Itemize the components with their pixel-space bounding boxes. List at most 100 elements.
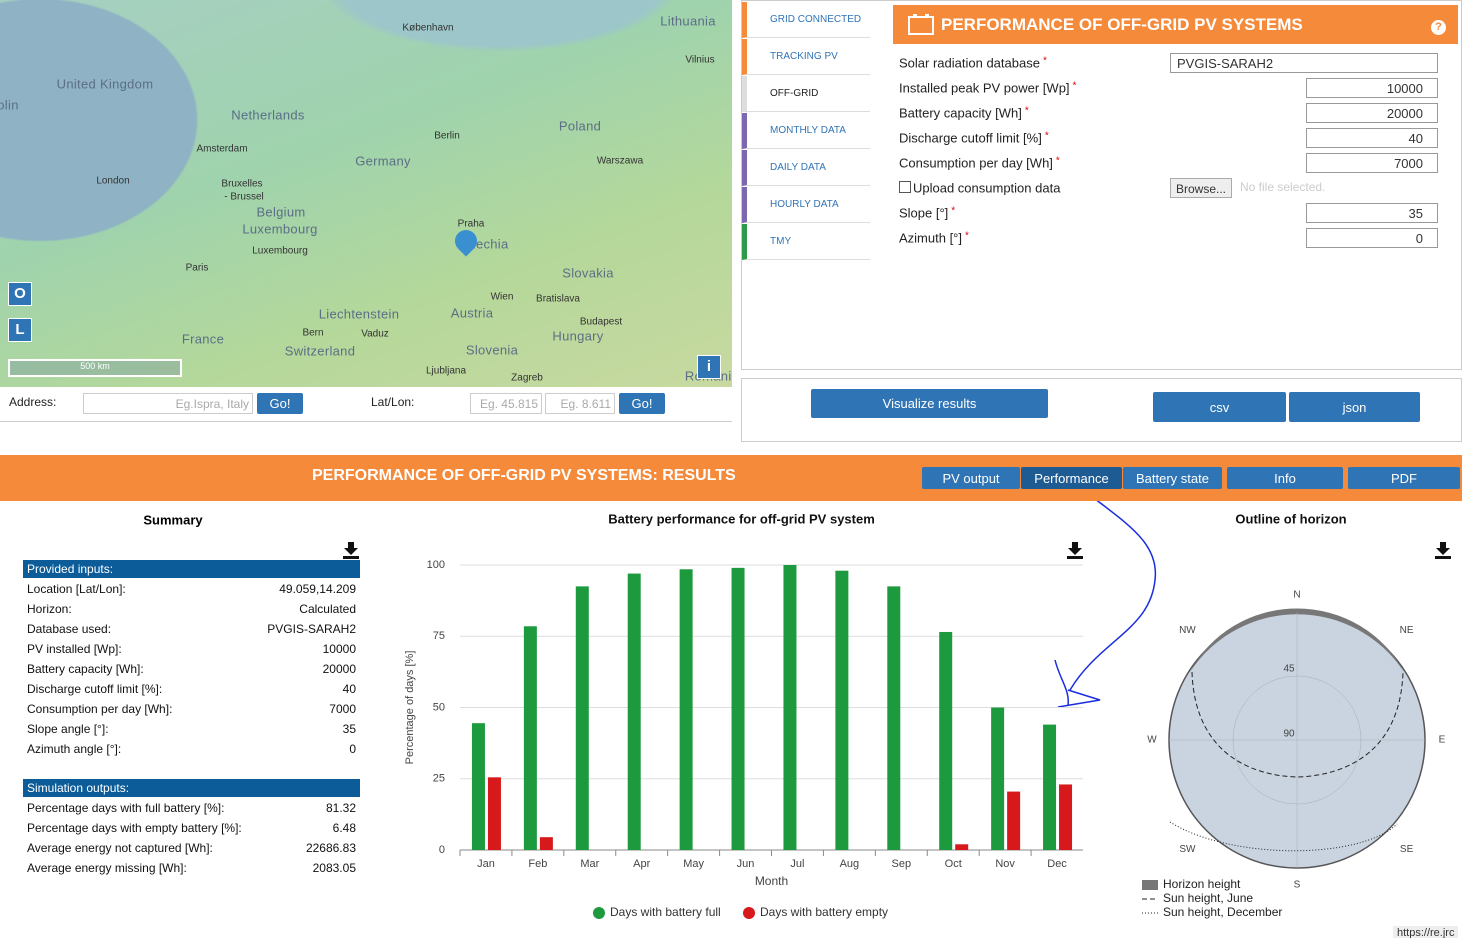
download-icon[interactable] — [1067, 542, 1083, 559]
select[interactable]: PVGIS-SARAH2 — [1170, 53, 1438, 73]
results-tab[interactable]: Performance — [1021, 467, 1122, 489]
y-tick-label: 50 — [433, 701, 445, 713]
map-label: Liechtenstein — [318, 306, 400, 322]
number-input[interactable]: 20000 — [1306, 103, 1438, 123]
tab[interactable]: HOURLY DATA — [742, 187, 870, 223]
map-label: - Brussel — [224, 191, 264, 203]
summary-row: Percentage days with empty battery [%]: 6… — [27, 821, 356, 835]
map-label: Vilnius — [685, 54, 715, 66]
number-input[interactable]: 10000 — [1306, 78, 1438, 98]
hand-drawn-arrow — [1054, 486, 1157, 708]
number-input[interactable]: 0 — [1306, 228, 1438, 248]
json-button[interactable]: json — [1289, 392, 1420, 422]
browse-button[interactable]: Browse... — [1170, 178, 1232, 198]
map-label: London — [96, 175, 130, 187]
compass-label: SW — [1179, 844, 1196, 855]
summary-key: Percentage days with full battery [%]: — [27, 801, 225, 815]
summary-key: Battery capacity [Wh]: — [27, 662, 144, 676]
bar — [1059, 784, 1073, 850]
zoom-out[interactable]: L — [8, 318, 32, 342]
x-tick-label: Jul — [790, 858, 804, 870]
required-mark: * — [1042, 55, 1047, 67]
go-button[interactable]: Go! — [619, 393, 665, 414]
summary-key: Azimuth angle [°]: — [27, 742, 122, 756]
summary-value: 22686.83 — [305, 841, 356, 855]
horizon-legend-label: Sun height, June — [1163, 891, 1253, 905]
x-tick-label: Aug — [840, 858, 860, 870]
map-label: Zagreb — [511, 372, 543, 384]
text-input[interactable]: Eg. 8.611 — [545, 393, 615, 414]
horizon-legend-label: Horizon height — [1163, 877, 1241, 891]
summary-row: Horizon: Calculated — [27, 602, 356, 616]
results-tab[interactable]: Battery state — [1123, 467, 1222, 489]
download-icon[interactable] — [343, 542, 359, 559]
x-tick-label: Feb — [528, 858, 547, 870]
map-label: Amsterdam — [196, 143, 248, 155]
results-tab[interactable]: PV output — [922, 467, 1020, 489]
map-label: Luxembourg — [242, 221, 318, 237]
ring-label: 45 — [1283, 664, 1295, 675]
tab[interactable]: TRACKING PV — [742, 39, 870, 75]
x-tick-label: Nov — [995, 858, 1015, 870]
download-icon[interactable] — [1435, 542, 1451, 559]
text-input[interactable]: Eg. 45.815 — [470, 393, 542, 414]
y-tick-label: 100 — [427, 559, 445, 571]
summary-value: Calculated — [299, 602, 356, 616]
info-button[interactable]: i — [697, 355, 721, 379]
map-label: Hungary — [552, 328, 604, 344]
map-label: Wien — [490, 291, 514, 303]
bar — [471, 723, 485, 850]
bar — [991, 707, 1005, 850]
required-mark: * — [1055, 155, 1060, 167]
number-input[interactable]: 35 — [1306, 203, 1438, 223]
bar — [939, 631, 953, 850]
map-label: Slovenia — [465, 342, 519, 358]
legend-label: Days with battery empty — [760, 905, 888, 919]
tab[interactable]: OFF-GRID — [742, 76, 870, 112]
bar — [955, 844, 969, 850]
checkbox[interactable] — [899, 181, 911, 193]
number-input[interactable]: 7000 — [1306, 153, 1438, 173]
summary-value: 0 — [349, 742, 356, 756]
summary-key: PV installed [Wp]: — [27, 642, 122, 656]
horizon-legend-label: Sun height, December — [1163, 905, 1282, 919]
summary-title: Summary — [143, 512, 203, 528]
summary-row: Discharge cutoff limit [%]: 40 — [27, 682, 356, 696]
field-label-text: Slope [°] — [899, 205, 949, 221]
map[interactable]: Lithuania København Vilnius United Kingdom o… — [0, 0, 732, 387]
summary-key: Average energy missing [Wh]: — [27, 861, 187, 875]
map-pin[interactable] — [450, 225, 482, 257]
field-label-text: Azimuth [°] — [899, 230, 962, 246]
results-tab[interactable]: PDF — [1348, 467, 1460, 489]
tab[interactable]: GRID CONNECTED — [742, 2, 870, 38]
legend-swatch — [1142, 880, 1158, 890]
chart-title: Battery performance for off-grid PV syst… — [608, 511, 875, 526]
required-mark: * — [1024, 105, 1029, 117]
summary-row: Average energy missing [Wh]: 2083.05 — [27, 861, 356, 875]
csv-button[interactable]: csv — [1153, 392, 1286, 422]
sun-june — [1191, 671, 1404, 778]
bar — [539, 837, 553, 850]
number-input[interactable]: 40 — [1306, 128, 1438, 148]
bar — [1007, 791, 1021, 850]
summary-key: Horizon: — [27, 602, 72, 616]
text-input[interactable]: Eg.Ispra, Italy — [83, 393, 253, 414]
summary-row: Location [Lat/Lon]: 49.059,14.209 — [27, 582, 356, 596]
visualize-button[interactable]: Visualize results — [811, 389, 1048, 418]
results-tab[interactable]: Info — [1227, 467, 1343, 489]
zoom-in[interactable]: O — [8, 282, 32, 306]
field-label: Slope [°] * — [899, 206, 955, 221]
map-label: Berlin — [434, 130, 460, 142]
tab[interactable]: MONTHLY DATA — [742, 113, 870, 149]
scale-bar: 500 km — [8, 359, 182, 377]
form-title: PERFORMANCE OF OFF-GRID PV SYSTEMS — [941, 15, 1303, 34]
summary-value: 35 — [342, 722, 356, 736]
tab[interactable]: DAILY DATA — [742, 150, 870, 186]
map-label: Budapest — [579, 316, 623, 328]
tab[interactable]: TMY — [742, 224, 870, 260]
horizon-disc — [1168, 611, 1426, 869]
help-icon[interactable]: ? — [1431, 20, 1446, 35]
bar — [487, 777, 501, 850]
go-button[interactable]: Go! — [257, 393, 303, 414]
field-label-text: Installed peak PV power [Wp] — [899, 80, 1070, 96]
